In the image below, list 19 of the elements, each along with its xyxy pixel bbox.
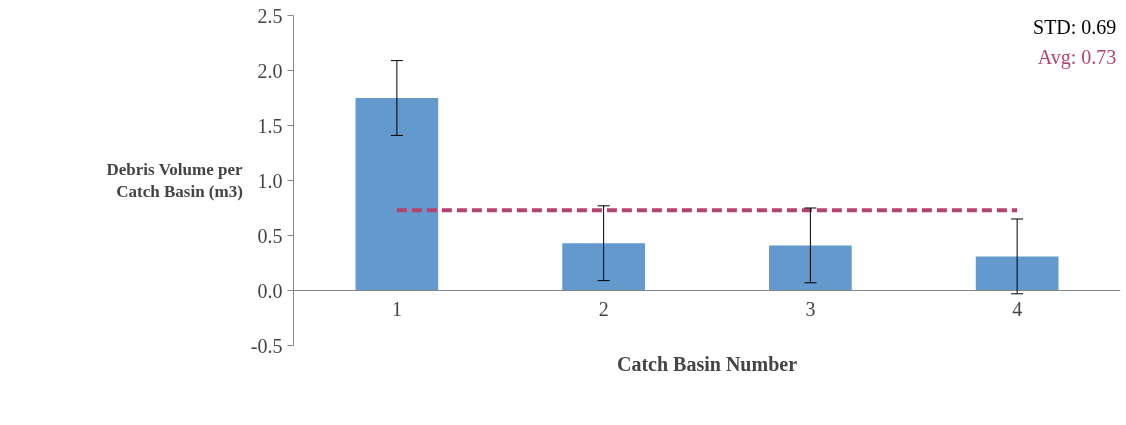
y-tick-label: 1.0	[257, 169, 283, 192]
bar	[769, 245, 852, 291]
y-tick-label: 0.5	[257, 224, 283, 247]
x-tick-label: 2	[598, 297, 609, 320]
y-tick-label: -0.5	[250, 334, 283, 357]
x-axis-title: Catch Basin Number	[617, 352, 798, 375]
annotation: STD: 0.69	[1033, 15, 1117, 38]
y-tick-label: 2.5	[257, 4, 283, 27]
bar	[355, 98, 439, 291]
bar	[562, 243, 645, 291]
ref-line-label: Avg: 0.73	[1037, 45, 1117, 69]
y-tick-label: 0.0	[257, 279, 283, 302]
y-tick-label: 1.5	[257, 114, 283, 137]
x-tick-label: 1	[391, 297, 402, 320]
bar	[975, 256, 1059, 291]
y-tick-label: 2.0	[257, 59, 283, 82]
y-axis-title: Debris Volume per Catch Basin (m3)	[106, 159, 243, 202]
x-tick-label: 4	[1012, 297, 1023, 320]
x-tick-label: 3	[805, 297, 816, 320]
